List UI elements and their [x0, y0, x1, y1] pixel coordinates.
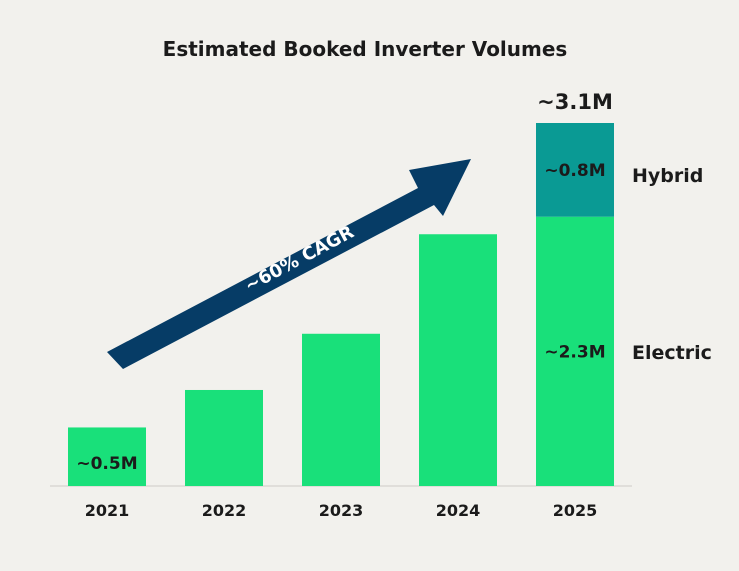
- data-label-2025-hybrid: ~0.8M: [544, 161, 605, 181]
- x-tick-2022: 2022: [202, 501, 247, 520]
- x-tick-2024: 2024: [436, 501, 481, 520]
- bar-hybrid-2025: [536, 123, 614, 217]
- x-tick-2023: 2023: [319, 501, 364, 520]
- legend-hybrid: Hybrid: [632, 165, 703, 187]
- data-label-2025-electric: ~2.3M: [544, 342, 605, 362]
- bar-electric-2023: [302, 333, 380, 486]
- cagr-arrow: ~60% CAGR: [107, 159, 471, 369]
- bar-electric-2021: [68, 427, 146, 486]
- bar-electric-2025: [536, 216, 614, 486]
- bars-group: [68, 123, 614, 486]
- labels-group: 2021 2022 2023 2024 2025 ~0.5M ~2.3M ~0.8M ~3.1M: [76, 90, 612, 520]
- x-tick-2021: 2021: [85, 501, 130, 520]
- cagr-arrow-shape: [107, 159, 471, 369]
- chart-title: Estimated Booked Inverter Volumes: [163, 37, 568, 61]
- cagr-label: ~60% CAGR: [241, 222, 357, 297]
- bar-electric-2022: [185, 389, 263, 486]
- data-label-2025-total: ~3.1M: [537, 90, 613, 114]
- data-label-2021: ~0.5M: [76, 454, 137, 474]
- bar-electric-2024: [419, 234, 497, 486]
- legend-electric: Electric: [632, 342, 712, 364]
- x-tick-2025: 2025: [553, 501, 598, 520]
